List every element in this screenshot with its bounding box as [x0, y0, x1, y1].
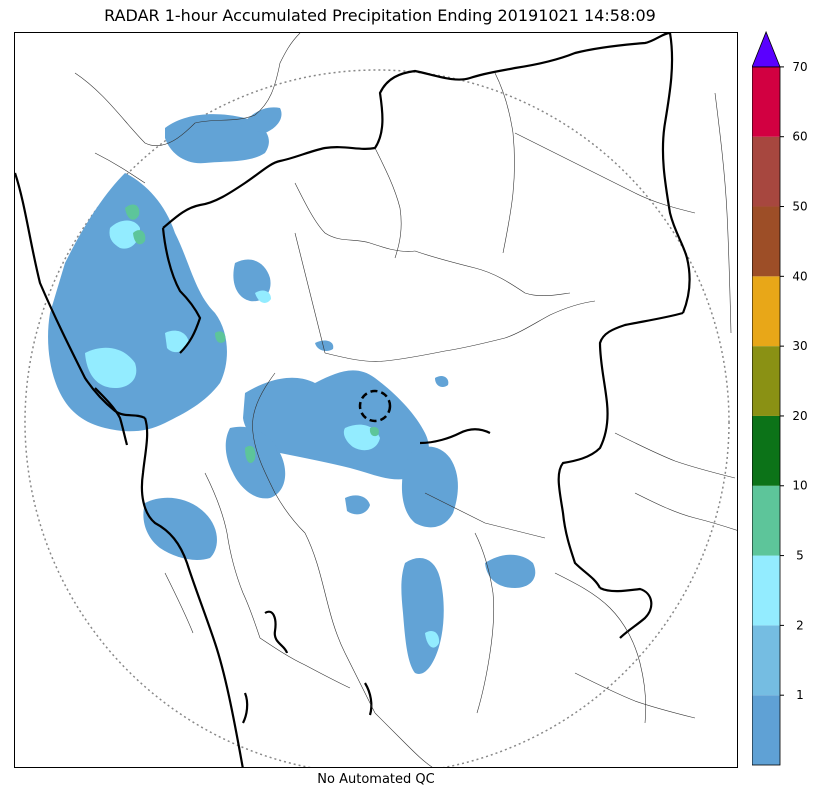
district-boundaries	[74, 33, 737, 767]
colorbar-bin	[752, 625, 781, 696]
colorbar-bin	[752, 66, 781, 137]
colorbar-tick-label: 20	[792, 409, 807, 423]
colorbar-extend-arrow	[752, 30, 781, 68]
colorbar-tick-label: 40	[792, 269, 807, 283]
colorbar-tick-label: 5	[796, 549, 804, 563]
colorbar-bin	[752, 415, 781, 486]
radar-range-ring	[24, 69, 730, 767]
colorbar-tick-label: 60	[792, 130, 807, 144]
colorbar-bin	[752, 485, 781, 556]
colorbar-bin	[752, 346, 781, 416]
colorbar-tick-label: 50	[792, 200, 807, 214]
precipitation-heavy	[125, 204, 379, 464]
precipitation-moderate	[85, 220, 440, 648]
colorbar-tick-label: 70	[792, 60, 807, 74]
precip-central-south	[225, 426, 286, 499]
colorbar-bins	[752, 66, 781, 766]
precipitation-colorbar: 1 2 5 10 20 30 40 50 60 70	[752, 30, 808, 766]
precip-southeast	[485, 554, 536, 588]
precip-small-patch	[315, 340, 334, 351]
colorbar-tick-label: 2	[796, 618, 804, 632]
colorbar-tick-label: 1	[796, 688, 804, 702]
radar-map-canvas	[15, 33, 737, 767]
precip-south-band	[401, 558, 444, 674]
colorbar-bin	[752, 276, 781, 347]
colorbar-tick-label: 30	[792, 339, 807, 353]
precip-small-patch	[345, 495, 370, 515]
precipitation-field	[48, 107, 536, 674]
precip-southwest	[143, 497, 217, 560]
radar-map	[14, 32, 738, 768]
qc-note: No Automated QC	[317, 772, 435, 787]
colorbar-ticks: 1 2 5 10 20 30 40 50 60 70	[780, 60, 808, 702]
colorbar-bin	[752, 555, 781, 626]
colorbar-bin	[752, 695, 781, 766]
precip-small-patch	[435, 375, 449, 387]
colorbar-tick-label: 10	[792, 479, 807, 493]
chart-title: RADAR 1-hour Accumulated Precipitation E…	[104, 6, 656, 25]
precip-northwest-streak	[240, 107, 282, 133]
radar-site-marker	[358, 389, 392, 423]
precip-east-central	[401, 446, 458, 528]
colorbar-bin	[752, 206, 781, 277]
colorbar-bin	[752, 136, 781, 207]
state-boundaries	[15, 33, 691, 767]
precip-central-cluster	[243, 370, 430, 480]
